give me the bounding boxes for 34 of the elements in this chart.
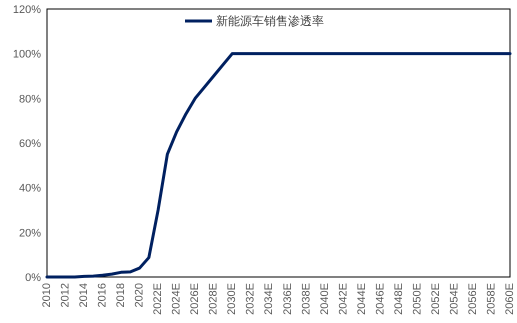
x-tick-label: 2012 — [60, 283, 72, 308]
x-tick-label: 2026E — [189, 283, 202, 315]
x-tick-label: 2054E — [448, 283, 460, 315]
x-tick-label: 2014 — [78, 283, 90, 308]
x-tick-label: 2038E — [300, 283, 312, 315]
x-tick-label: 2042E — [337, 283, 350, 315]
x-tick-label: 2040E — [318, 283, 331, 315]
x-tick-label: 2046E — [374, 283, 386, 315]
x-tick-label: 2010 — [41, 283, 53, 308]
x-tick-label: 2018 — [115, 283, 128, 308]
x-tick-label: 2056E — [466, 283, 479, 315]
x-tick-label: 2030E — [226, 283, 238, 315]
y-tick-label: 100% — [12, 48, 42, 61]
y-tick-label: 120% — [12, 4, 42, 16]
x-tick-label: 2024E — [170, 283, 183, 315]
y-tick-label: 0% — [25, 272, 42, 284]
y-tick-label: 60% — [18, 138, 42, 150]
x-tick-label: 2058E — [485, 283, 498, 315]
x-tick-label: 2060E — [504, 283, 516, 315]
x-tick-label: 2052E — [430, 283, 442, 315]
y-tick-label: 80% — [18, 93, 42, 106]
x-tick-label: 2036E — [282, 283, 294, 315]
x-tick-label: 2028E — [208, 283, 220, 315]
x-tick-label: 2050E — [411, 283, 424, 315]
legend-label: 新能源车销售渗透率 — [216, 14, 324, 28]
x-tick-label: 2044E — [356, 283, 368, 315]
y-tick-label: 20% — [18, 227, 42, 240]
y-tick-label: 40% — [18, 182, 42, 195]
x-tick-label: 2020 — [134, 283, 146, 308]
x-tick-label: 2034E — [263, 283, 276, 315]
x-tick-label: 2032E — [244, 283, 257, 315]
x-tick-label: 2022E — [152, 283, 164, 315]
x-tick-label: 2016 — [96, 283, 109, 308]
x-tick-label: 2048E — [392, 283, 405, 315]
